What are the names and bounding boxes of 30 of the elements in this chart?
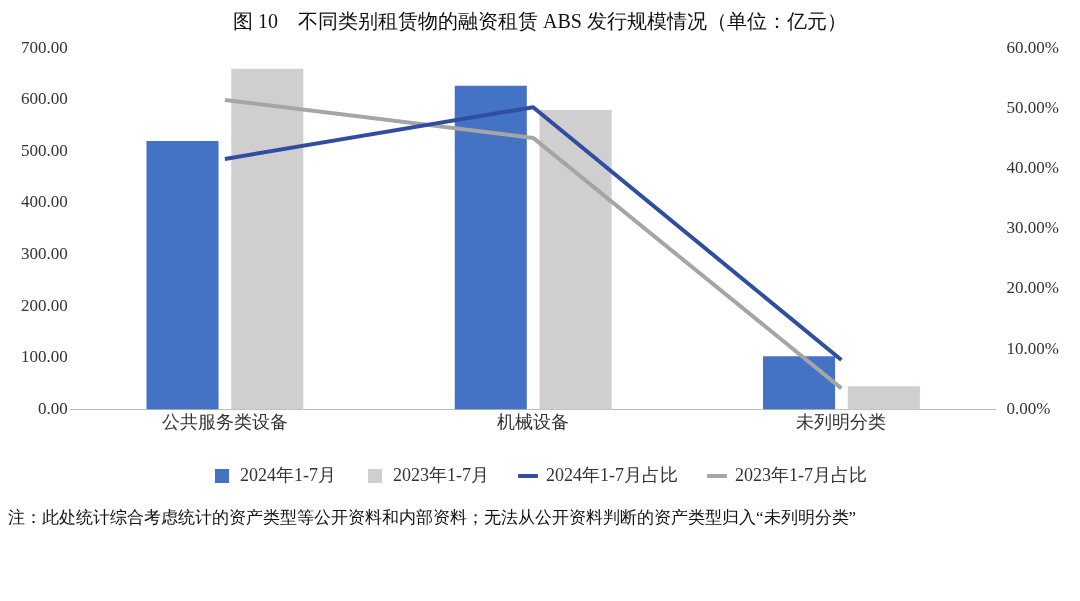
- y-tick-label: 100.00: [21, 347, 68, 367]
- y-tick-label: 700.00: [21, 37, 68, 57]
- y2-tick-label: 40.00%: [1006, 158, 1060, 178]
- bar: [539, 110, 612, 410]
- legend-label: 2024年1-7月: [240, 464, 337, 485]
- x-tick-label: 未列明分类: [796, 411, 887, 432]
- y-tick-label: 500.00: [21, 140, 68, 160]
- y2-tick-label: 30.00%: [1006, 218, 1060, 238]
- y-tick-label: 200.00: [21, 295, 68, 315]
- legend-label: 2024年1-7月占比: [546, 464, 678, 485]
- bar: [763, 356, 836, 410]
- y-tick-label: 400.00: [21, 192, 68, 212]
- y-tick-label: 600.00: [21, 89, 68, 109]
- bar: [231, 68, 304, 410]
- bar: [146, 141, 219, 410]
- text: 注：此处统计综合考虑统计的资产类型等公开资料和内部资料；无法从公开资料判断的资产类型归入“未列明分类”: [8, 507, 858, 529]
- y-tick-label: 0.00: [38, 398, 68, 418]
- y-tick-label: 300.00: [21, 244, 68, 264]
- y2-tick-label: 60.00%: [1006, 37, 1060, 57]
- bar: [454, 85, 527, 410]
- y2-tick-label: 0.00%: [1006, 398, 1051, 418]
- x-tick-label: 公共服务类设备: [161, 411, 288, 432]
- chart-title: 图 10 不同类别租赁物的融资租赁 ABS 发行规模情况（单位：亿元）: [232, 9, 848, 34]
- x-tick-label: 机械设备: [497, 411, 570, 432]
- bar: [847, 386, 920, 410]
- legend-label: 2023年1-7月占比: [734, 464, 867, 485]
- y2-tick-label: 20.00%: [1006, 278, 1060, 298]
- y2-tick-label: 10.00%: [1006, 338, 1060, 358]
- legend-label: 2023年1-7月: [393, 464, 490, 485]
- y2-tick-label: 50.00%: [1006, 97, 1060, 117]
